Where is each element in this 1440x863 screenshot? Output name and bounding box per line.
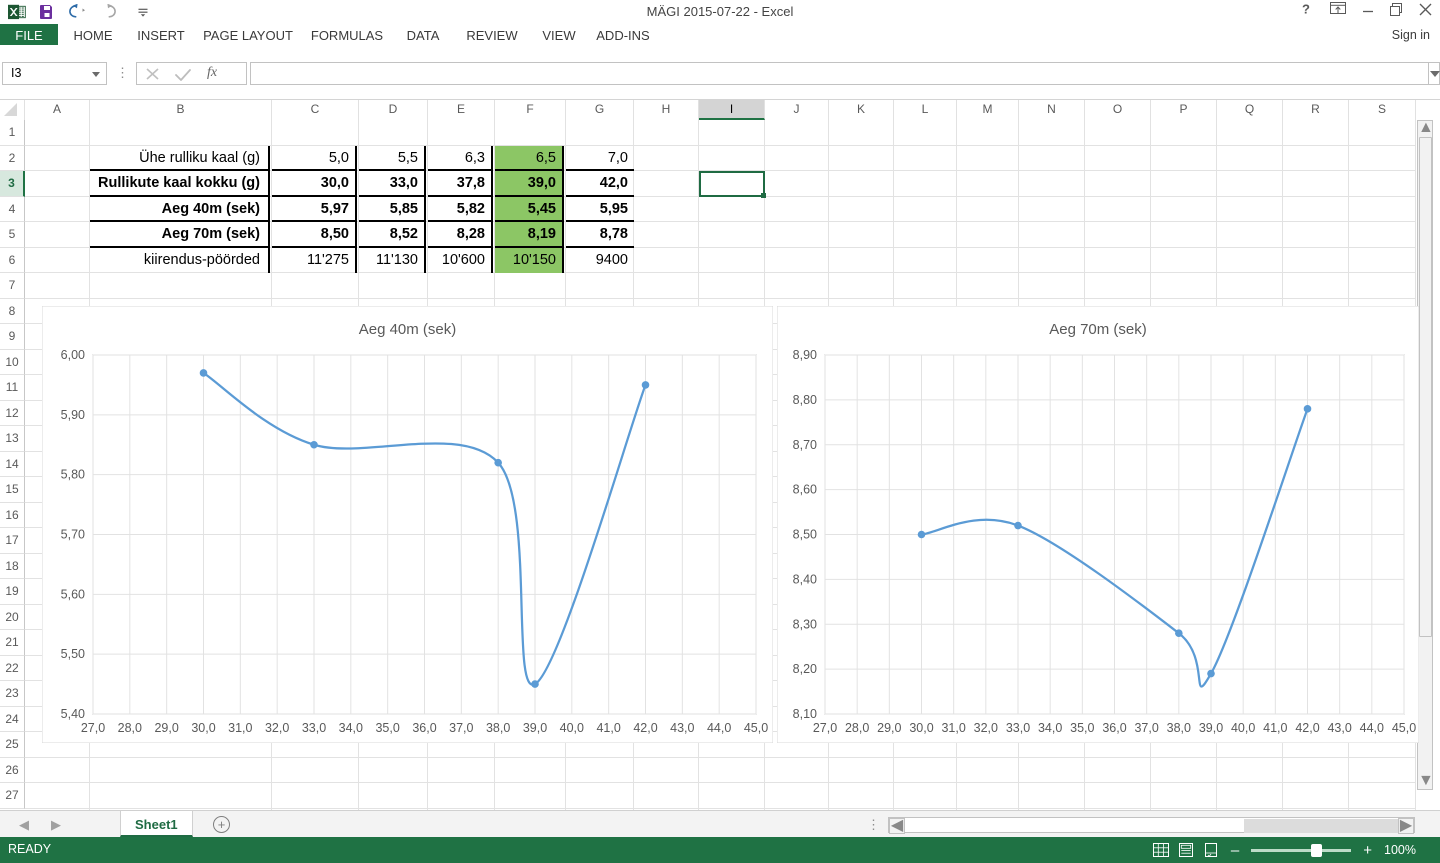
svg-text:31,0: 31,0 [941, 721, 965, 735]
svg-text:37,0: 37,0 [449, 721, 473, 735]
svg-text:8,70: 8,70 [793, 438, 817, 452]
svg-text:5,40: 5,40 [61, 707, 85, 721]
svg-text:45,0: 45,0 [744, 721, 768, 735]
svg-text:6,00: 6,00 [61, 348, 85, 362]
svg-text:42,0: 42,0 [1295, 721, 1319, 735]
svg-text:8,40: 8,40 [793, 572, 817, 586]
svg-text:34,0: 34,0 [1038, 721, 1062, 735]
svg-text:27,0: 27,0 [81, 721, 105, 735]
svg-text:36,0: 36,0 [1102, 721, 1126, 735]
svg-text:44,0: 44,0 [1360, 721, 1384, 735]
svg-text:5,60: 5,60 [61, 587, 85, 601]
svg-text:Aeg 70m (sek): Aeg 70m (sek) [1049, 321, 1147, 338]
svg-text:36,0: 36,0 [412, 721, 436, 735]
svg-text:35,0: 35,0 [1070, 721, 1094, 735]
svg-text:38,0: 38,0 [486, 721, 510, 735]
svg-text:43,0: 43,0 [670, 721, 694, 735]
svg-text:5,80: 5,80 [61, 468, 85, 482]
svg-text:8,80: 8,80 [793, 393, 817, 407]
svg-text:41,0: 41,0 [1263, 721, 1287, 735]
svg-text:40,0: 40,0 [560, 721, 584, 735]
svg-text:44,0: 44,0 [707, 721, 731, 735]
svg-text:8,20: 8,20 [793, 662, 817, 676]
svg-text:?: ? [1302, 2, 1310, 16]
svg-text:5,50: 5,50 [61, 647, 85, 661]
svg-text:38,0: 38,0 [1167, 721, 1191, 735]
svg-text:30,0: 30,0 [909, 721, 933, 735]
svg-text:29,0: 29,0 [154, 721, 178, 735]
svg-text:8,50: 8,50 [793, 528, 817, 542]
svg-text:41,0: 41,0 [596, 721, 620, 735]
svg-text:37,0: 37,0 [1134, 721, 1158, 735]
svg-text:39,0: 39,0 [523, 721, 547, 735]
svg-text:8,30: 8,30 [793, 617, 817, 631]
svg-text:42,0: 42,0 [633, 721, 657, 735]
svg-text:35,0: 35,0 [375, 721, 399, 735]
svg-text:32,0: 32,0 [265, 721, 289, 735]
svg-text:43,0: 43,0 [1327, 721, 1351, 735]
svg-text:8,90: 8,90 [793, 348, 817, 362]
svg-text:30,0: 30,0 [191, 721, 215, 735]
svg-text:27,0: 27,0 [813, 721, 837, 735]
svg-text:5,70: 5,70 [61, 528, 85, 542]
svg-text:39,0: 39,0 [1199, 721, 1223, 735]
svg-text:33,0: 33,0 [1006, 721, 1030, 735]
svg-text:28,0: 28,0 [118, 721, 142, 735]
svg-text:28,0: 28,0 [845, 721, 869, 735]
svg-text:Aeg 40m (sek): Aeg 40m (sek) [359, 321, 457, 338]
svg-text:33,0: 33,0 [302, 721, 326, 735]
svg-text:45,0: 45,0 [1392, 721, 1416, 735]
svg-text:5,90: 5,90 [61, 408, 85, 422]
svg-text:8,60: 8,60 [793, 483, 817, 497]
svg-text:31,0: 31,0 [228, 721, 252, 735]
svg-text:29,0: 29,0 [877, 721, 901, 735]
svg-text:34,0: 34,0 [339, 721, 363, 735]
svg-text:32,0: 32,0 [974, 721, 998, 735]
svg-text:40,0: 40,0 [1231, 721, 1255, 735]
svg-text:8,10: 8,10 [793, 707, 817, 721]
